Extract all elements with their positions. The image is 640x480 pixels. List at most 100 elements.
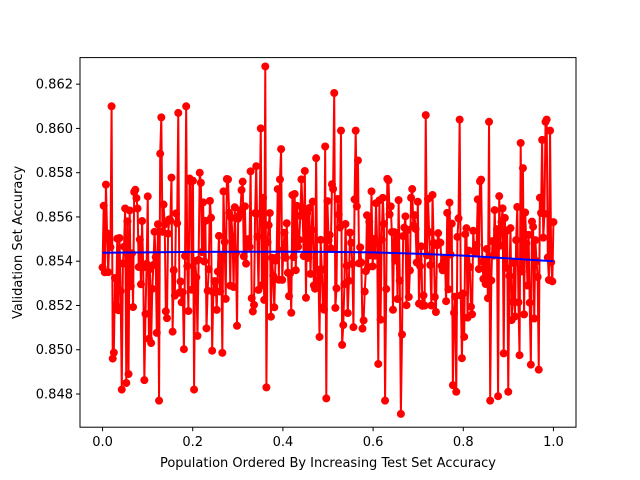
- population-point: [181, 252, 190, 261]
- population-point: [164, 229, 173, 238]
- population-point: [515, 351, 524, 360]
- population-point: [396, 409, 405, 418]
- population-point: [104, 268, 113, 277]
- population-point: [382, 285, 391, 294]
- population-point: [176, 277, 185, 286]
- population-point: [138, 217, 147, 226]
- population-point: [262, 383, 271, 392]
- population-point: [107, 102, 116, 111]
- population-point: [114, 306, 123, 315]
- population-point: [280, 228, 289, 237]
- population-point: [504, 387, 513, 396]
- population-point: [348, 259, 357, 268]
- population-point: [291, 266, 300, 275]
- population-point: [261, 62, 270, 71]
- population-point: [133, 204, 142, 213]
- population-point: [219, 187, 228, 196]
- population-point: [384, 176, 393, 185]
- y-axis: 0.848 0.850 0.852 0.854 0.856 0.858 0.860 0.862: [36, 78, 80, 403]
- population-point: [282, 219, 291, 228]
- population-point: [483, 294, 492, 303]
- population-point: [501, 263, 510, 272]
- population-point: [403, 225, 412, 234]
- population-point: [333, 195, 342, 203]
- population-point: [422, 251, 431, 260]
- population-point: [542, 115, 551, 124]
- population-point: [430, 292, 439, 301]
- population-point: [539, 233, 548, 242]
- population-point: [240, 202, 249, 211]
- x-tick-label: 0.4: [273, 435, 294, 450]
- population-point: [126, 282, 135, 291]
- population-point: [124, 370, 133, 379]
- population-point: [488, 237, 497, 246]
- y-tick-label: 0.848: [36, 388, 73, 403]
- population-point: [177, 298, 186, 307]
- population-point: [453, 232, 462, 241]
- population-point: [420, 301, 429, 310]
- population-point: [494, 392, 503, 401]
- population-point: [343, 309, 352, 318]
- population-point: [374, 359, 383, 368]
- population-point: [150, 227, 159, 236]
- x-tick-label: 0.0: [92, 435, 113, 450]
- population-point: [109, 348, 118, 357]
- population-point: [227, 213, 236, 222]
- population-point: [218, 348, 227, 357]
- population-point: [359, 316, 368, 325]
- population-point: [404, 292, 413, 301]
- population-point: [155, 396, 164, 405]
- population-point: [110, 274, 119, 283]
- population-point: [312, 154, 321, 163]
- population-point: [344, 276, 353, 285]
- population-point: [315, 332, 324, 341]
- population-point: [513, 202, 522, 211]
- population-point: [549, 218, 558, 227]
- population-point: [259, 193, 268, 202]
- population-point: [326, 244, 335, 253]
- population-point: [272, 253, 281, 262]
- population-point: [445, 198, 454, 207]
- population-point: [316, 235, 325, 244]
- x-tick-label: 0.2: [182, 435, 203, 450]
- population-point: [245, 242, 254, 251]
- population-point: [190, 385, 199, 394]
- population-point: [257, 281, 266, 290]
- population-point: [356, 243, 365, 252]
- population-point: [442, 297, 451, 306]
- population-point: [307, 225, 316, 234]
- population-point: [233, 321, 242, 330]
- population-point: [438, 266, 447, 275]
- population-point: [217, 251, 226, 260]
- population-point: [394, 196, 403, 205]
- population-point: [398, 330, 407, 339]
- population-point: [482, 244, 491, 253]
- population-point: [321, 142, 330, 151]
- population-point: [360, 287, 369, 296]
- population-point: [421, 111, 430, 120]
- population-point: [132, 194, 141, 203]
- population-point: [99, 201, 108, 210]
- population-point: [184, 307, 193, 316]
- population-point: [172, 209, 180, 218]
- population-point: [105, 236, 114, 245]
- population-point: [526, 360, 535, 369]
- population-point: [405, 266, 414, 275]
- population-point: [141, 309, 150, 318]
- population-point: [413, 197, 422, 206]
- population-point: [275, 175, 284, 184]
- population-point: [358, 324, 367, 333]
- population-point: [264, 221, 273, 230]
- population-point: [297, 175, 306, 184]
- population-point: [461, 230, 470, 239]
- population-point: [341, 220, 350, 229]
- population-point: [531, 236, 540, 245]
- population-point: [332, 284, 341, 293]
- population-point: [492, 225, 501, 234]
- population-point: [281, 253, 290, 262]
- population-point: [353, 156, 362, 165]
- population-point: [168, 327, 177, 336]
- population-point: [294, 242, 303, 251]
- population-point: [285, 292, 294, 301]
- population-point: [120, 242, 129, 251]
